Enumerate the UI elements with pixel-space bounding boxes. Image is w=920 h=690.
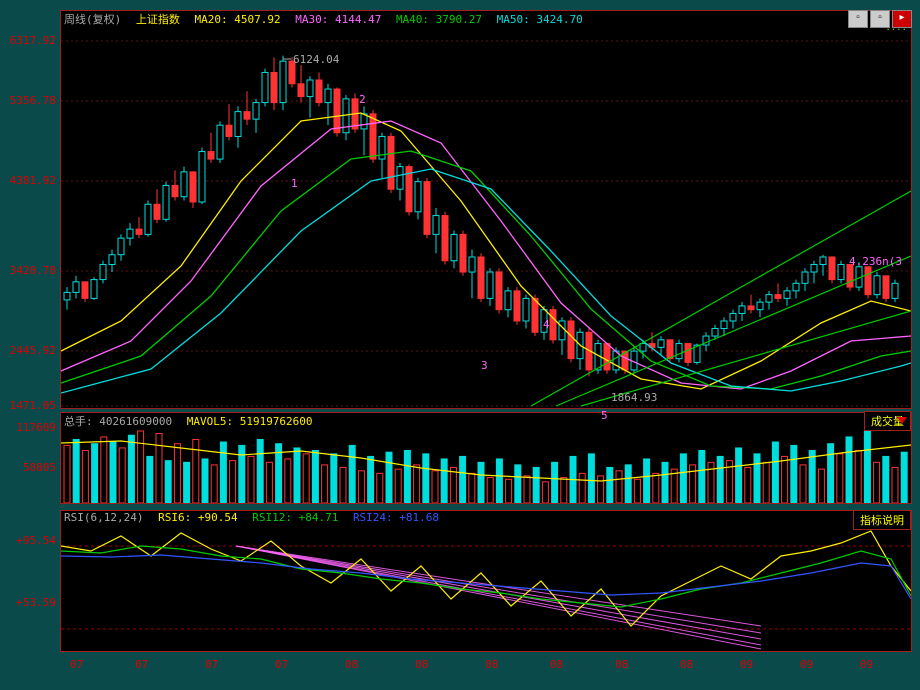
main-y-tick: 1471.05	[4, 399, 56, 412]
rsi12-label: RSI12: +84.71	[252, 511, 338, 524]
time-axis-tick: 09	[860, 658, 873, 671]
main-chart-svg	[61, 11, 911, 408]
time-axis-tick: 08	[615, 658, 628, 671]
time-axis-tick: 07	[275, 658, 288, 671]
toolbar-btn-2[interactable]: ▫	[870, 10, 890, 28]
legend-period-label: 周线(复权)	[64, 13, 121, 26]
legend-index-label: 上证指数	[136, 13, 180, 26]
legend-ma40-label: MA40: 3790.27	[396, 13, 482, 26]
main-y-tick: 2445.92	[4, 344, 56, 357]
time-axis-tick: 08	[550, 658, 563, 671]
toolbar-close-btn[interactable]: ▸	[892, 10, 912, 28]
time-axis-tick: 07	[135, 658, 148, 671]
rsi-chart[interactable]: RSI(6,12,24) RSI6: +90.54 RSI12: +84.71 …	[60, 510, 912, 652]
vol-y-tick: 117609	[4, 421, 56, 434]
rsi-y-tick: +53.59	[4, 596, 56, 609]
vol-zongshou-label: 总手: 40261609000	[64, 415, 172, 428]
chart-container: ▫ ▫ ▸ 周线(复权) 上证指数 MA20: 4507.92 MA30: 41…	[0, 0, 920, 690]
elliott-wave-label: 4	[543, 318, 550, 331]
rsi-name-label: RSI(6,12,24)	[64, 511, 143, 524]
main-legend: 周线(复权) 上证指数 MA20: 4507.92 MA30: 4144.47 …	[64, 11, 591, 27]
volume-chart[interactable]: 总手: 40261609000 MAVOL5: 51919762600 成交量	[60, 412, 912, 504]
legend-ma30-label: MA30: 4144.47	[295, 13, 381, 26]
legend-ma50-label: MA50: 3424.70	[497, 13, 583, 26]
elliott-wave-label: 2	[359, 93, 366, 106]
elliott-wave-label: 3	[481, 359, 488, 372]
time-axis-tick: 08	[485, 658, 498, 671]
legend-ma20-label: MA20: 4507.92	[195, 13, 281, 26]
volume-legend: 总手: 40261609000 MAVOL5: 51919762600	[64, 413, 321, 429]
main-price-chart[interactable]: 周线(复权) 上证指数 MA20: 4507.92 MA30: 4144.47 …	[60, 10, 912, 409]
vol-mavol5-label: MAVOL5: 51919762600	[187, 415, 313, 428]
fib-label: 4.236n(3	[849, 255, 902, 268]
time-axis-tick: 08	[680, 658, 693, 671]
main-y-tick: 5356.78	[4, 94, 56, 107]
rsi-legend: RSI(6,12,24) RSI6: +90.54 RSI12: +84.71 …	[64, 511, 447, 524]
time-axis-tick: 08	[415, 658, 428, 671]
time-axis-tick: 08	[345, 658, 358, 671]
vol-y-tick: 58805	[4, 461, 56, 474]
main-y-tick: 6317.92	[4, 34, 56, 47]
main-y-tick: 3420.78	[4, 264, 56, 277]
time-axis-tick: 07	[70, 658, 83, 671]
rsi-badge-label[interactable]: 指标说明	[853, 510, 911, 530]
anno-high: 6124.04	[293, 53, 339, 66]
anno-low: 1864.93	[611, 391, 657, 404]
volume-dropdown-icon[interactable]	[897, 417, 907, 424]
elliott-wave-label: 1	[291, 177, 298, 190]
toolbar-btn-1[interactable]: ▫	[848, 10, 868, 28]
time-axis-tick: 07	[205, 658, 218, 671]
rsi24-label: RSI24: +81.68	[353, 511, 439, 524]
elliott-wave-label: 5	[601, 409, 608, 422]
time-axis-tick: 09	[740, 658, 753, 671]
rsi-y-tick: +95.54	[4, 534, 56, 547]
main-y-tick: 4381.92	[4, 174, 56, 187]
rsi-chart-svg	[61, 511, 911, 651]
toolbar: ▫ ▫ ▸	[848, 10, 912, 28]
rsi6-label: RSI6: +90.54	[158, 511, 237, 524]
time-axis-tick: 09	[800, 658, 813, 671]
